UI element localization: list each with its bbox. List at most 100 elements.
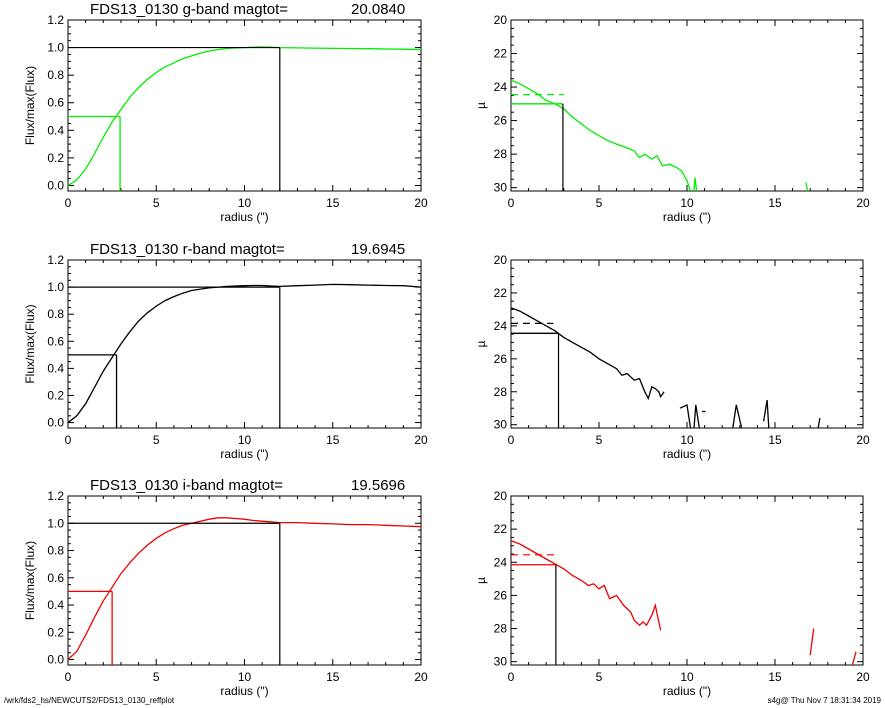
plot-frame xyxy=(67,19,422,192)
y-tick-label: 0.8 xyxy=(47,68,64,82)
y-tick-label: 20 xyxy=(494,489,508,503)
x-tick-label: 5 xyxy=(596,433,603,447)
r-profile-panel: 0 5 10 15 20 20 22 24 26 28 30 radius (") µ xyxy=(474,253,870,461)
x-axis-label: radius (") xyxy=(663,210,711,224)
growth-curve xyxy=(68,46,421,187)
x-tick-label: 0 xyxy=(65,196,72,210)
y-tick-label: 0.2 xyxy=(47,151,64,165)
x-tick-label: 10 xyxy=(238,670,252,684)
y-axis-label: µ xyxy=(474,102,488,109)
x-axis-label: radius (") xyxy=(220,210,268,224)
y-tick-label: 26 xyxy=(494,352,508,366)
x-tick-label: 5 xyxy=(153,670,160,684)
profile-segment xyxy=(809,628,815,656)
x-tick-label: 15 xyxy=(768,196,782,210)
y-tick-label: 0.4 xyxy=(47,123,64,137)
y-tick-label: 26 xyxy=(494,114,508,128)
x-tick-label: 10 xyxy=(238,196,252,210)
plot-frame xyxy=(67,495,422,666)
y-tick-label: 1.2 xyxy=(47,489,64,503)
y-axis-label: µ xyxy=(474,577,488,584)
y-tick-label: 20 xyxy=(494,253,508,267)
y-tick-label: 26 xyxy=(494,588,508,602)
y-tick-label: 24 xyxy=(494,80,508,94)
y-tick-label: 28 xyxy=(494,147,508,161)
y-tick-label: 28 xyxy=(494,622,508,636)
profile-segment xyxy=(732,404,743,428)
x-tick-label: 0 xyxy=(508,670,515,684)
g-profile-panel: 0 5 10 15 20 20 22 24 26 28 30 radius (") µ xyxy=(474,13,870,224)
data-layer xyxy=(511,79,809,191)
y-tick-label: 0.2 xyxy=(47,388,64,402)
chart-title: FDS13_0130 g-band magtot= xyxy=(90,1,288,18)
y-tick-label: 0.4 xyxy=(47,598,64,612)
y-tick-label: 0.8 xyxy=(47,307,64,321)
x-tick-label: 5 xyxy=(596,196,603,210)
x-tick-label: 5 xyxy=(153,433,160,447)
profile-segment xyxy=(679,403,692,428)
plot-frame xyxy=(510,19,864,192)
x-axis-label: radius (") xyxy=(220,447,268,461)
i-growth-panel: 0 5 10 15 20 0.0 0.2 0.4 0.6 0.8 1.0 1.2 radius (") F… xyxy=(23,477,428,698)
x-tick-label: 20 xyxy=(414,433,428,447)
y-tick-label: 24 xyxy=(494,319,508,333)
x-tick-label: 15 xyxy=(768,670,782,684)
x-tick-label: 0 xyxy=(508,433,515,447)
data-layer xyxy=(511,307,821,428)
profile-segment xyxy=(511,307,665,401)
chart-title: FDS13_0130 i-band magtot= xyxy=(90,477,283,494)
x-axis-label: radius (") xyxy=(663,684,711,698)
y-tick-label: 0.0 xyxy=(47,178,64,192)
magtot-value: 19.5696 xyxy=(351,477,405,494)
footer-path: /wrk/fds2_hs/NEWCUTS2/FDS13_0130_reffplo… xyxy=(4,696,175,705)
x-tick-label: 0 xyxy=(65,670,72,684)
plot-frame xyxy=(510,259,864,429)
x-tick-label: 20 xyxy=(414,670,428,684)
y-tick-label: 0.6 xyxy=(47,334,64,348)
x-tick-label: 0 xyxy=(508,196,515,210)
chart-title: FDS13_0130 r-band magtot= xyxy=(90,241,285,258)
footer-timestamp: s4g@ Thu Nov 7 18:31:34 2019 xyxy=(767,696,881,705)
data-layer xyxy=(68,517,421,665)
y-tick-label: 30 xyxy=(494,418,508,432)
y-tick-label: 22 xyxy=(494,286,508,300)
profile-segment xyxy=(693,404,700,428)
x-tick-label: 0 xyxy=(65,433,72,447)
profile-segment xyxy=(805,182,809,191)
y-tick-label: 0.8 xyxy=(47,544,64,558)
x-tick-label: 20 xyxy=(856,670,870,684)
y-tick-label: 24 xyxy=(494,555,508,569)
y-axis-label: Flux/max(Flux) xyxy=(23,541,37,620)
y-tick-label: 30 xyxy=(494,181,508,195)
x-tick-label: 5 xyxy=(153,196,160,210)
y-tick-label: 1.0 xyxy=(47,280,64,294)
i-profile-panel: 0 5 10 15 20 20 22 24 26 28 30 radius (") µ xyxy=(474,489,870,698)
x-tick-label: 10 xyxy=(680,433,694,447)
growth-curve xyxy=(68,283,421,424)
y-tick-label: 0.2 xyxy=(47,625,64,639)
profile-segment xyxy=(817,417,821,428)
y-tick-label: 0.4 xyxy=(47,361,64,375)
data-layer xyxy=(68,46,421,191)
y-axis-label: Flux/max(Flux) xyxy=(23,304,37,383)
x-tick-label: 15 xyxy=(768,433,782,447)
y-tick-label: 20 xyxy=(494,13,508,27)
y-tick-label: 1.0 xyxy=(47,41,64,55)
x-tick-label: 10 xyxy=(680,196,694,210)
y-tick-label: 1.0 xyxy=(47,516,64,530)
magtot-value: 20.0840 xyxy=(351,1,405,18)
data-layer xyxy=(511,540,857,665)
profile-segment xyxy=(511,540,662,631)
x-axis-label: radius (") xyxy=(663,447,711,461)
profile-segment xyxy=(762,399,770,428)
g-growth-panel: 0 5 10 15 20 0.0 0.2 0.4 0.6 0.8 1.0 1.2 radius (") F… xyxy=(23,1,428,224)
profile-segment xyxy=(693,177,698,191)
y-tick-label: 0.6 xyxy=(47,571,64,585)
x-tick-label: 5 xyxy=(596,670,603,684)
x-tick-label: 15 xyxy=(326,196,340,210)
x-axis-label: radius (") xyxy=(220,684,268,698)
plot-frame xyxy=(510,495,864,666)
y-tick-label: 0.6 xyxy=(47,96,64,110)
y-tick-label: 30 xyxy=(494,655,508,669)
